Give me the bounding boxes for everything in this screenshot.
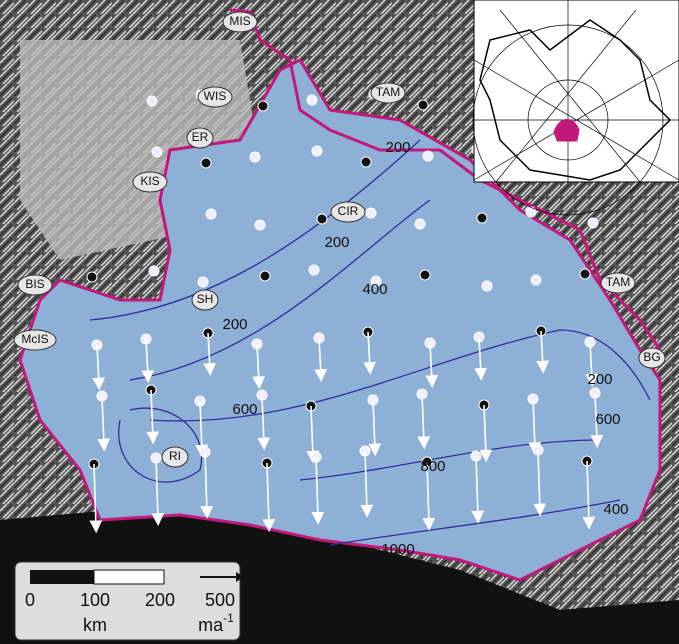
contour-label: 600 — [595, 411, 620, 428]
station — [201, 158, 211, 168]
place-label: MIS — [229, 14, 250, 28]
station — [531, 275, 541, 285]
station — [152, 147, 162, 157]
place-label: RI — [169, 449, 181, 463]
station — [147, 96, 157, 106]
speed-value: 500 — [205, 590, 235, 610]
station — [477, 213, 487, 223]
station — [307, 95, 317, 105]
station — [418, 100, 428, 110]
place-label: CIR — [338, 204, 359, 218]
station — [580, 269, 590, 279]
place-label: BIS — [25, 277, 44, 291]
station — [260, 271, 270, 281]
station — [149, 266, 159, 276]
station — [255, 220, 265, 230]
place-label: WIS — [204, 89, 227, 103]
contour-label: 200 — [587, 371, 612, 388]
place-label: ER — [192, 130, 209, 144]
contour-label: 800 — [420, 458, 445, 475]
station — [423, 151, 433, 161]
speed-unit-exponent: -1 — [223, 611, 234, 625]
contour-label: 400 — [603, 501, 628, 518]
station — [482, 281, 492, 291]
distance-tick: 100 — [80, 590, 110, 610]
station — [206, 209, 216, 219]
station — [415, 219, 425, 229]
scale-segment — [30, 570, 94, 584]
station — [366, 208, 376, 218]
station — [588, 218, 598, 228]
contour-label: 400 — [362, 281, 387, 298]
station — [250, 152, 260, 162]
distance-unit: km — [83, 615, 107, 635]
place-label: SH — [197, 292, 214, 306]
contour-label: 600 — [232, 401, 257, 418]
contour-label: 200 — [385, 139, 410, 156]
distance-tick: 0 — [25, 590, 35, 610]
station — [317, 214, 327, 224]
contour-label: 200 — [222, 316, 247, 333]
station — [361, 157, 371, 167]
place-label: TAM — [376, 85, 400, 99]
speed-unit-base: ma — [198, 615, 224, 635]
station — [309, 265, 319, 275]
station — [420, 270, 430, 280]
place-label: TAM — [606, 275, 630, 289]
contour-label: 200 — [324, 234, 349, 251]
map: MIS WIS ER KIS CIR TAM TAM BIS McIS SH RI BG 200 200 4… — [0, 0, 679, 644]
scale-segment — [94, 570, 164, 584]
station — [87, 272, 97, 282]
station — [258, 101, 268, 111]
place-label: BG — [643, 350, 660, 364]
station — [312, 146, 322, 156]
place-label: KIS — [140, 174, 159, 188]
contour-label: 1000 — [381, 541, 414, 558]
station — [526, 207, 536, 217]
distance-tick: 200 — [145, 590, 175, 610]
place-label: McIS — [21, 332, 48, 346]
inset-highlight — [555, 120, 578, 140]
station — [198, 277, 208, 287]
